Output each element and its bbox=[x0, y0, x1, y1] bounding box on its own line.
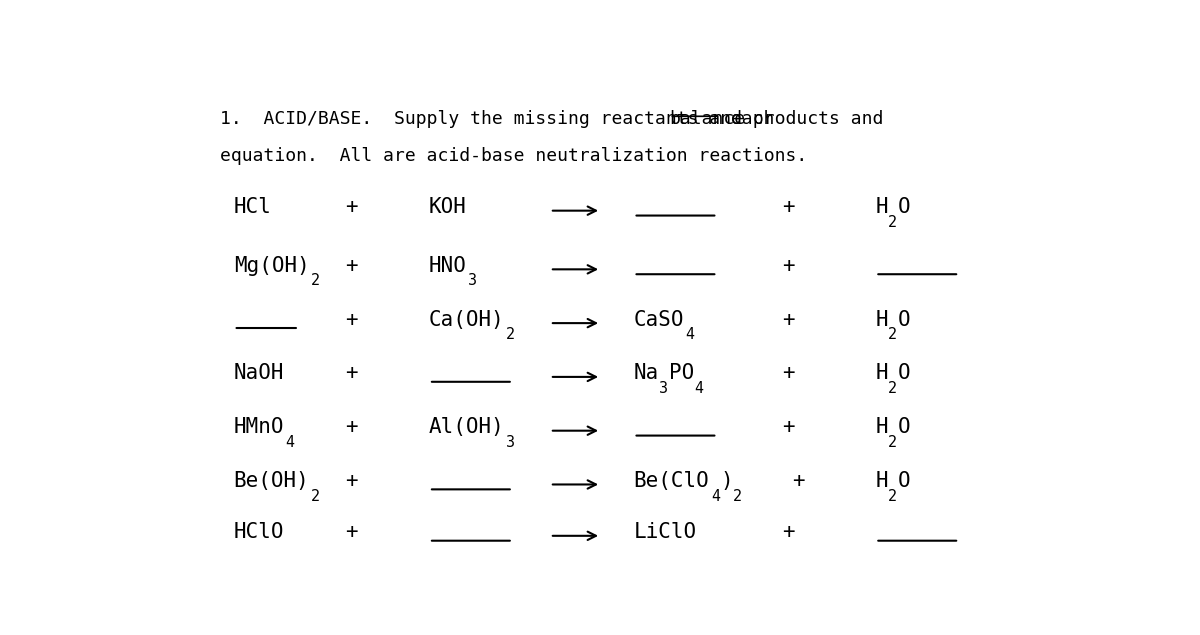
Text: HCl: HCl bbox=[234, 197, 271, 217]
Text: 3: 3 bbox=[468, 274, 476, 288]
Text: 1.  ACID/BASE.  Supply the missing reactants and products and: 1. ACID/BASE. Supply the missing reactan… bbox=[220, 110, 894, 128]
Text: 4: 4 bbox=[685, 327, 694, 342]
Text: Ca(OH): Ca(OH) bbox=[430, 310, 505, 330]
Text: +: + bbox=[782, 522, 796, 542]
Text: HNO: HNO bbox=[430, 256, 467, 276]
Text: HClO: HClO bbox=[234, 522, 284, 542]
Text: O: O bbox=[898, 471, 911, 491]
Text: 3: 3 bbox=[659, 381, 668, 396]
Text: Mg(OH): Mg(OH) bbox=[234, 256, 310, 276]
Text: 4: 4 bbox=[695, 381, 703, 396]
Text: +: + bbox=[792, 471, 804, 491]
Text: each: each bbox=[720, 110, 775, 128]
Text: Be(ClO: Be(ClO bbox=[634, 471, 709, 491]
Text: 2: 2 bbox=[311, 488, 320, 504]
Text: +: + bbox=[782, 310, 796, 330]
Text: H: H bbox=[876, 197, 888, 217]
Text: +: + bbox=[346, 522, 358, 542]
Text: ): ) bbox=[720, 471, 733, 491]
Text: KOH: KOH bbox=[430, 197, 467, 217]
Text: 2: 2 bbox=[888, 435, 898, 450]
Text: equation.  All are acid-base neutralization reactions.: equation. All are acid-base neutralizati… bbox=[220, 147, 808, 165]
Text: +: + bbox=[346, 197, 358, 217]
Text: 3: 3 bbox=[506, 435, 515, 450]
Text: 2: 2 bbox=[888, 488, 898, 504]
Text: H: H bbox=[876, 363, 888, 384]
Text: PO: PO bbox=[668, 363, 694, 384]
Text: 2: 2 bbox=[311, 274, 320, 288]
Text: +: + bbox=[346, 310, 358, 330]
Text: 2: 2 bbox=[888, 215, 898, 230]
Text: O: O bbox=[898, 197, 911, 217]
Text: +: + bbox=[782, 197, 796, 217]
Text: H: H bbox=[876, 310, 888, 330]
Text: balance: balance bbox=[670, 110, 745, 128]
Text: O: O bbox=[898, 310, 911, 330]
Text: +: + bbox=[782, 417, 796, 437]
Text: H: H bbox=[876, 417, 888, 437]
Text: NaOH: NaOH bbox=[234, 363, 284, 384]
Text: LiClO: LiClO bbox=[634, 522, 697, 542]
Text: 2: 2 bbox=[733, 488, 742, 504]
Text: +: + bbox=[346, 471, 358, 491]
Text: O: O bbox=[898, 363, 911, 384]
Text: +: + bbox=[782, 363, 796, 384]
Text: HMnO: HMnO bbox=[234, 417, 284, 437]
Text: +: + bbox=[346, 363, 358, 384]
Text: 2: 2 bbox=[888, 327, 898, 342]
Text: +: + bbox=[346, 256, 358, 276]
Text: CaSO: CaSO bbox=[634, 310, 684, 330]
Text: 4: 4 bbox=[286, 435, 294, 450]
Text: Be(OH): Be(OH) bbox=[234, 471, 310, 491]
Text: +: + bbox=[346, 417, 358, 437]
Text: 2: 2 bbox=[506, 327, 515, 342]
Text: Na: Na bbox=[634, 363, 659, 384]
Text: Al(OH): Al(OH) bbox=[430, 417, 505, 437]
Text: O: O bbox=[898, 417, 911, 437]
Text: 2: 2 bbox=[888, 381, 898, 396]
Text: +: + bbox=[782, 256, 796, 276]
Text: 4: 4 bbox=[710, 488, 720, 504]
Text: H: H bbox=[876, 471, 888, 491]
